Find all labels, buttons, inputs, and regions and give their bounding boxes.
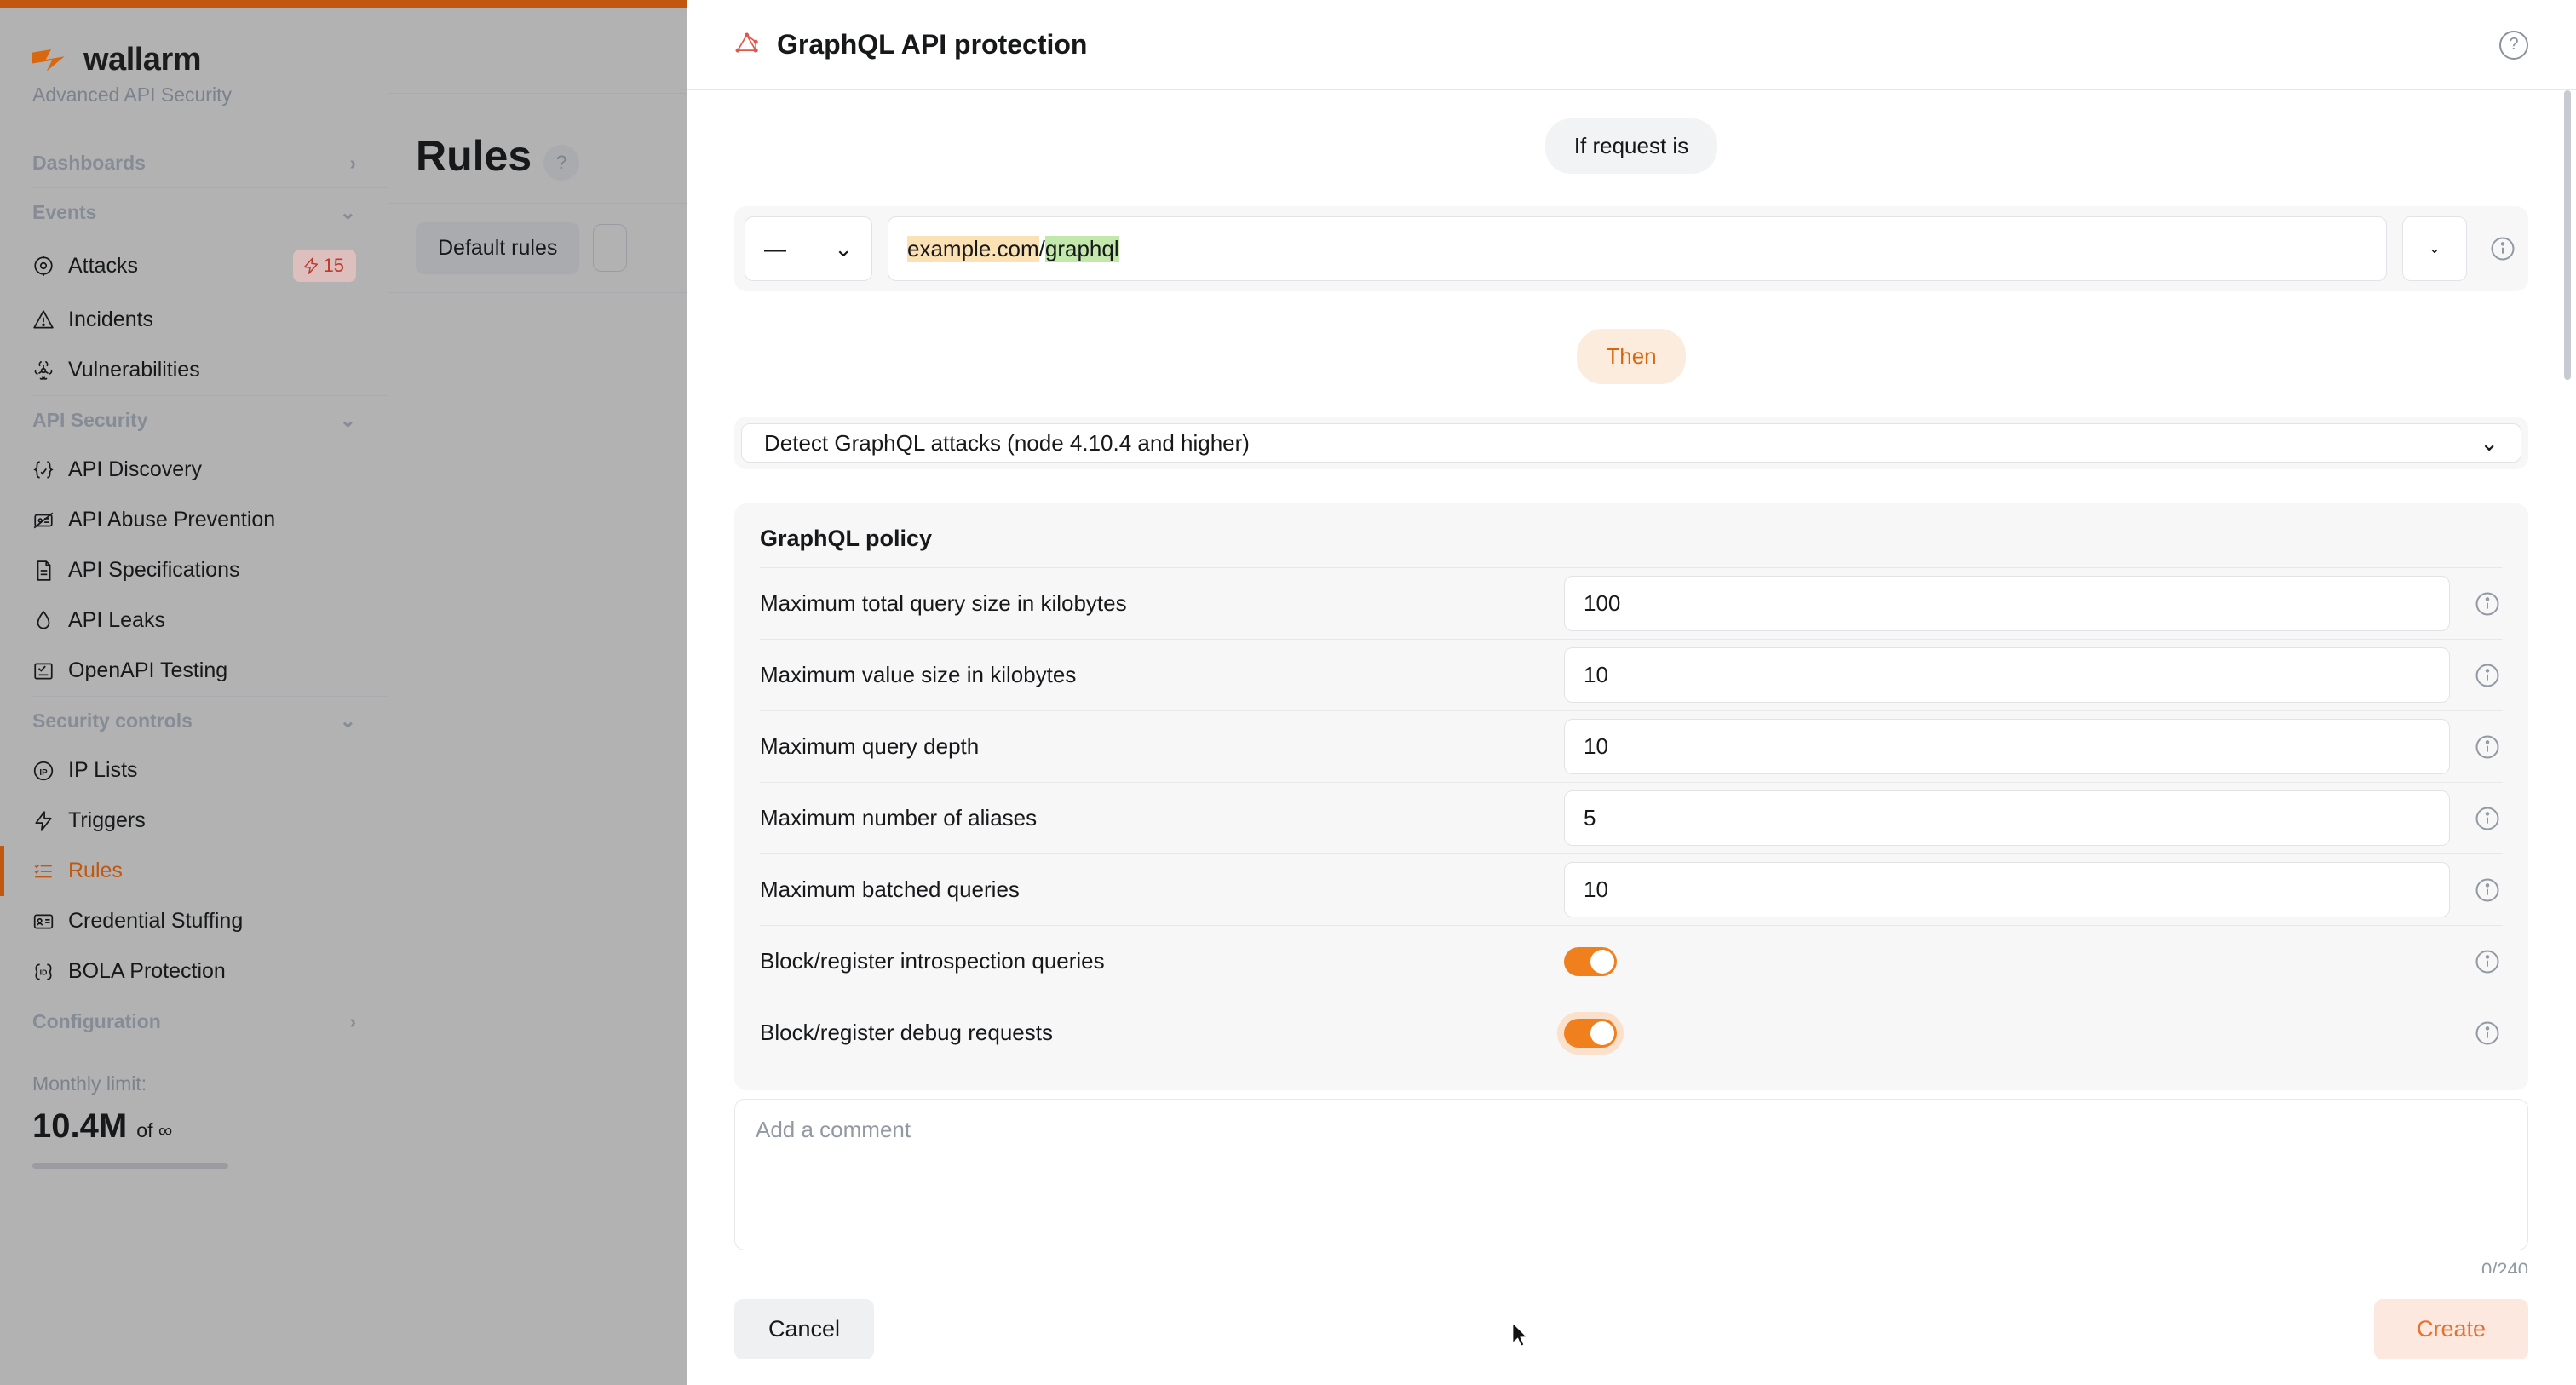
svg-text:IP: IP (39, 767, 48, 777)
svg-text:ID: ID (40, 968, 48, 976)
